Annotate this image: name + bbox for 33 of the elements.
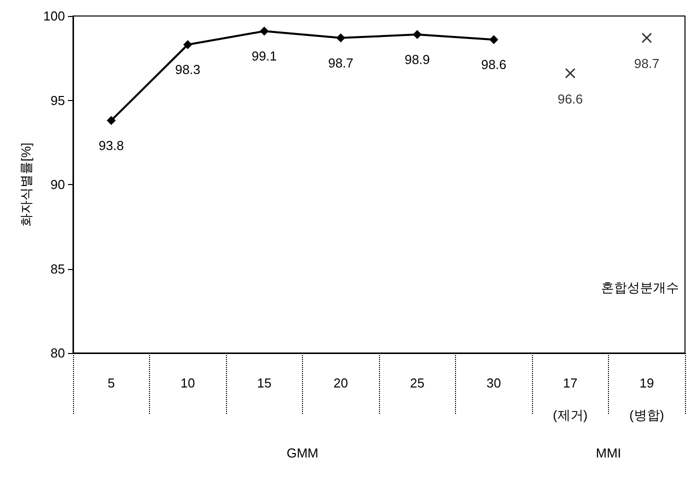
x-tick-label: 15 [257,376,272,390]
x-tick-label: 25 [410,376,424,390]
point [489,35,498,44]
data-label: 98.3 [175,62,200,78]
y-tick-label: 80 [50,346,65,360]
y-tick-label: 85 [50,261,65,276]
point [412,30,422,40]
text: GMM [286,446,318,460]
data-label: 98.7 [634,56,660,71]
x-tick-label: 5 [108,376,115,390]
x-tick-label: 10 [180,376,195,390]
y-tick-label: 90 [50,177,65,192]
point [260,26,269,36]
point [106,116,116,125]
point [642,32,652,43]
data-label: 98.7 [328,55,354,70]
data-label: 98.9 [404,52,430,68]
y-tick-label: 95 [50,92,65,108]
category-label: 17 (제거) [552,376,588,422]
data-label: 98.6 [481,57,506,72]
annotation: 혼합성분개수 [601,280,679,295]
data-label: 93.8 [98,138,124,153]
point [565,68,576,78]
category-label: 19 (병합) [629,376,664,422]
data-label: 99.1 [252,48,277,64]
text: MMI [596,446,622,460]
point [336,33,346,42]
y-axis-title: 화자식별률[%] [18,142,34,226]
data-label: 96.6 [558,91,583,106]
point [183,40,192,50]
x-tick-label: 30 [486,376,501,390]
y-tick-label: 100 [43,8,65,24]
x-tick-label: 20 [334,376,348,390]
